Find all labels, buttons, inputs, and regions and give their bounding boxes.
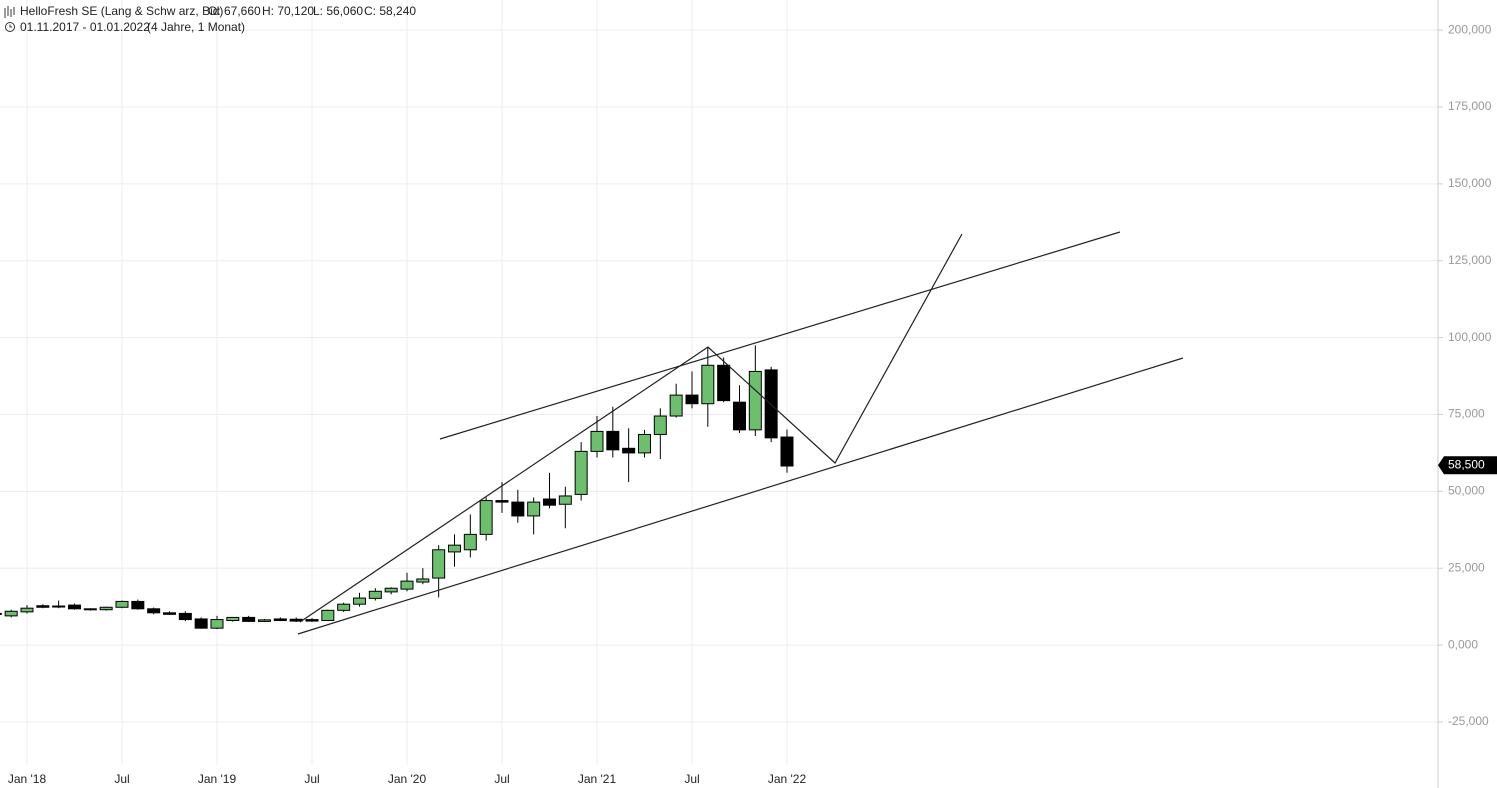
- candle-body: [669, 394, 683, 417]
- y-tick-label: 50,000: [1448, 484, 1485, 498]
- candle-body: [352, 597, 366, 605]
- x-tick-label: Jan '20: [388, 772, 427, 786]
- last-value-label: 58,500: [1448, 457, 1485, 471]
- candle-body: [653, 415, 667, 435]
- candle-body: [542, 498, 556, 506]
- x-tick-label: Jul: [304, 772, 319, 786]
- period-length: (4 Jahre, 1 Monat): [147, 20, 245, 34]
- candle-body: [701, 364, 715, 405]
- trend-lines: [297, 231, 1184, 635]
- candle-body: [0, 612, 2, 615]
- candle-body: [131, 600, 145, 610]
- ohlc-label: L: 56,060: [313, 4, 363, 18]
- candle-body: [257, 619, 271, 622]
- candle-body: [606, 430, 620, 451]
- candle-body: [574, 450, 588, 495]
- candle-body: [400, 580, 414, 590]
- y-tick-label: 0,000: [1448, 637, 1478, 651]
- y-tick-label: 25,000: [1448, 560, 1485, 574]
- candle-body: [273, 618, 287, 621]
- candle-body: [637, 433, 651, 454]
- candle-body: [99, 606, 113, 611]
- clock-hand: [9, 24, 12, 28]
- candle-body: [115, 600, 129, 608]
- y-tick-label: 75,000: [1448, 407, 1485, 421]
- period: 01.11.2017 - 01.01.2022: [20, 20, 150, 34]
- ohlc-label: O: 67,660: [208, 4, 261, 18]
- candle-body: [337, 603, 351, 611]
- candle-body: [622, 447, 636, 454]
- candle-body: [717, 364, 731, 402]
- x-tick-label: Jul: [494, 772, 509, 786]
- candle-body: [685, 394, 699, 405]
- y-tick-label: 175,000: [1448, 99, 1492, 113]
- candle-body: [194, 618, 208, 629]
- candles: [0, 345, 794, 630]
- candle-body: [67, 604, 81, 610]
- chart-icon: [4, 6, 15, 18]
- candle-body: [83, 608, 97, 611]
- candle-body: [748, 370, 762, 431]
- candle-body: [210, 619, 224, 629]
- candle-body: [147, 608, 161, 614]
- candle-body: [527, 501, 541, 517]
- candle-body: [432, 549, 446, 579]
- projection-line: [299, 233, 963, 623]
- candle-body: [242, 616, 256, 622]
- trend-line: [439, 231, 1121, 440]
- x-tick-label: Jan '18: [8, 772, 47, 786]
- candle-body: [52, 605, 66, 608]
- candle-body: [321, 609, 335, 621]
- x-tick-label: Jan '19: [198, 772, 237, 786]
- candle-body: [226, 616, 240, 621]
- candle-body: [4, 610, 18, 617]
- candle-body: [416, 578, 430, 583]
- candle-body: [384, 587, 398, 593]
- header: HelloFresh SE (Lang & Schw arz, Bid) O: …: [4, 4, 416, 34]
- ohlc-label: C: 58,240: [364, 4, 416, 18]
- y-tick-label: -25,000: [1448, 714, 1489, 728]
- y-tick-label: 200,000: [1448, 22, 1492, 36]
- candle-body: [590, 430, 604, 452]
- candle-body: [479, 500, 493, 535]
- y-tick-label: 125,000: [1448, 253, 1492, 267]
- candle-body: [289, 618, 303, 622]
- candle-body: [495, 500, 509, 503]
- candle-body: [20, 607, 34, 613]
- candle-body: [511, 501, 525, 517]
- trend-line: [297, 357, 1184, 635]
- ohlc-label: H: 70,120: [262, 4, 314, 18]
- candle-body: [305, 619, 319, 622]
- y-tick-label: 100,000: [1448, 330, 1492, 344]
- candle-body: [447, 544, 461, 553]
- x-tick-label: Jul: [114, 772, 129, 786]
- x-tick-label: Jan '21: [578, 772, 617, 786]
- candle-body: [558, 495, 572, 505]
- candle-body: [463, 533, 477, 551]
- clock-icon: [5, 22, 15, 32]
- candle-body: [162, 612, 176, 615]
- x-tick-label: Jan '22: [768, 772, 807, 786]
- last-value-box: [1438, 456, 1497, 475]
- candle-body: [36, 605, 50, 608]
- candle-body: [368, 590, 382, 599]
- candle-body: [732, 401, 746, 431]
- title: HelloFresh SE (Lang & Schw arz, Bid): [20, 4, 223, 18]
- y-tick-label: 150,000: [1448, 176, 1492, 190]
- candle-body: [178, 612, 192, 621]
- candle-body: [780, 436, 794, 467]
- x-tick-label: Jul: [684, 772, 699, 786]
